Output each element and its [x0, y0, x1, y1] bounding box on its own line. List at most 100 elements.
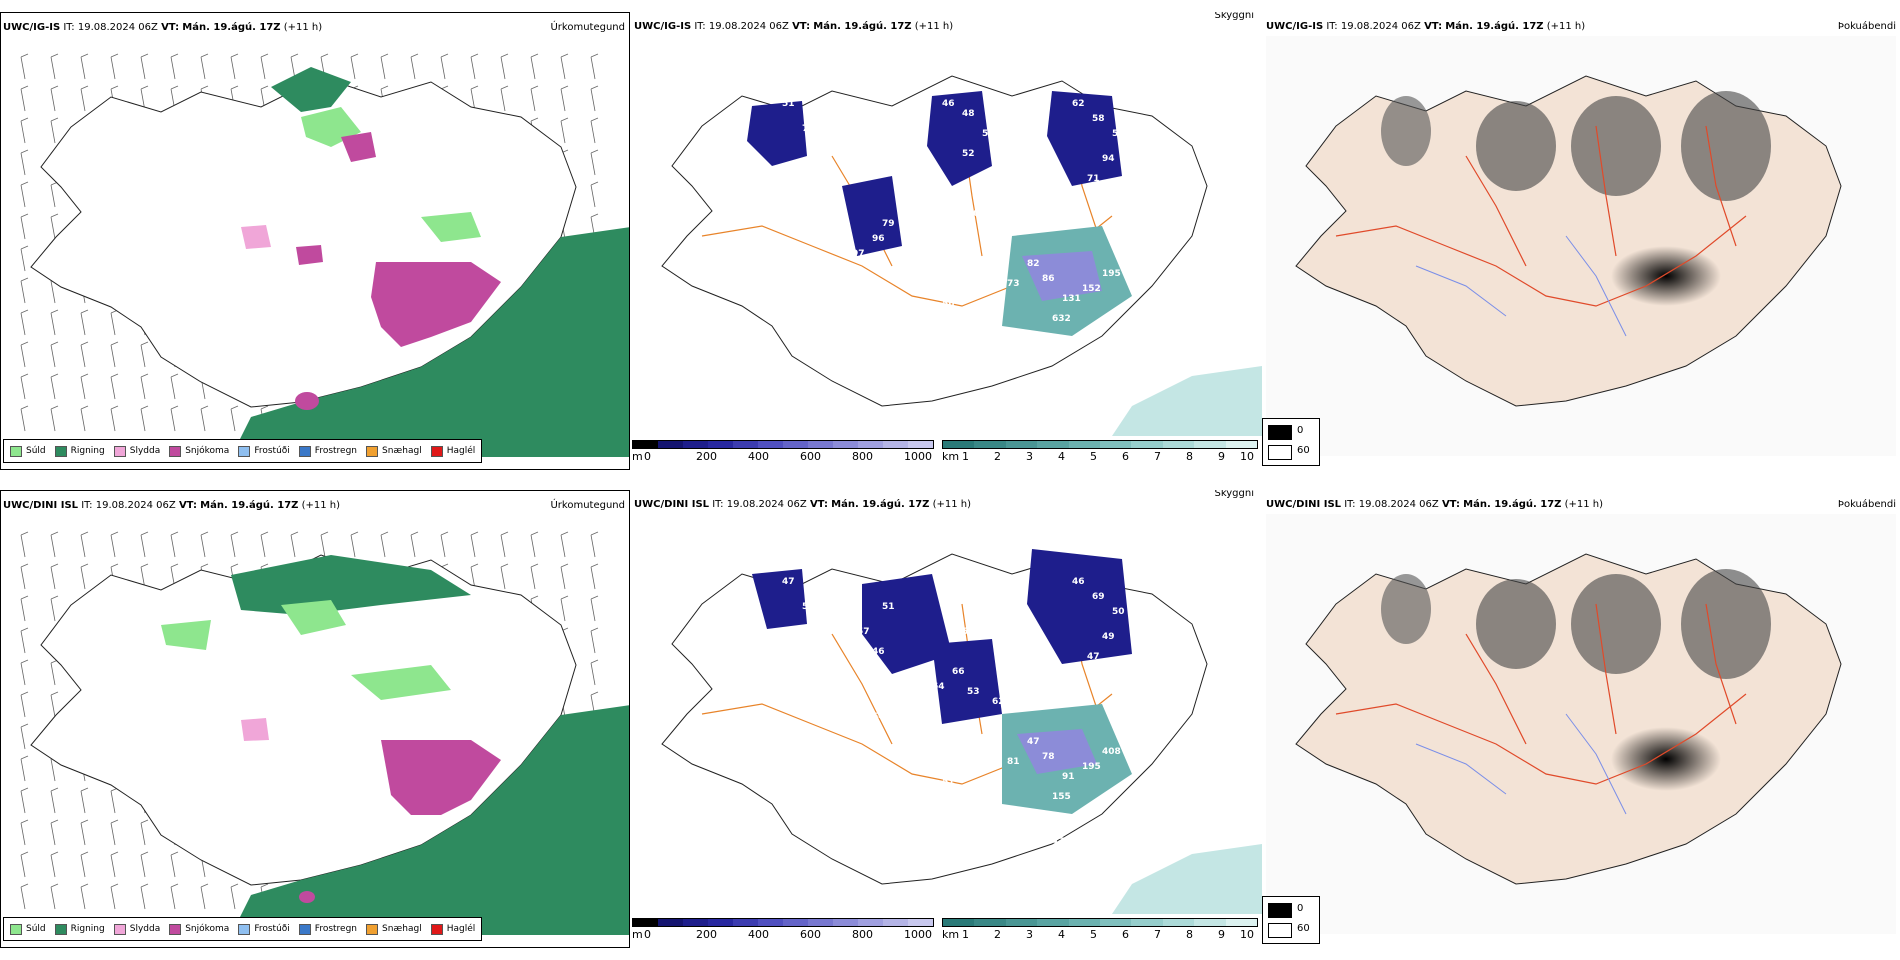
wind-barb — [80, 851, 89, 878]
colorbar-m-swatch — [733, 441, 758, 448]
tick-m-1000: 1000 — [904, 450, 932, 463]
precip-legend: Súld Rigning Slydda Snjókoma Frostúði Fr… — [3, 917, 483, 941]
wind-barb — [20, 883, 29, 910]
visibility-label: 51 — [782, 99, 795, 109]
visibility-label: 41 — [982, 607, 995, 617]
wind-barb — [590, 531, 599, 558]
wind-barb — [470, 53, 479, 80]
wind-barb — [140, 819, 149, 846]
wind-barb — [20, 659, 29, 686]
tick-km-7: 7 — [1154, 928, 1161, 941]
colorbar-km-swatch — [1100, 441, 1132, 448]
colorbar-m-swatches — [632, 918, 934, 927]
snow-swatch — [169, 445, 182, 457]
visibility-label: 129 — [892, 752, 911, 762]
wind-barb — [530, 563, 539, 590]
wind-barb — [110, 883, 119, 910]
visibility-label: 47 — [1052, 837, 1065, 847]
visibility-map: 5170205845534746485652625851947160105171… — [661, 75, 1262, 436]
wind-barb — [170, 531, 179, 558]
tick-km-1: 1 — [962, 450, 969, 463]
legend-item-freezing-drizzle: Frostúði — [238, 923, 290, 935]
wind-barb — [590, 53, 599, 80]
visibility-label: 59 — [802, 602, 815, 612]
colorbar-km-swatch — [1131, 919, 1163, 926]
wind-barb — [320, 531, 329, 558]
visibility-label: 155 — [1052, 792, 1071, 802]
visibility-label: 47 — [782, 577, 795, 587]
visibility-label: 408 — [1102, 747, 1121, 757]
wind-barb — [140, 531, 149, 558]
visibility-label: 128 — [1122, 732, 1141, 742]
wind-barb — [50, 787, 59, 814]
visibility-label: 51 — [992, 219, 1005, 229]
model-name: UWC/DINI ISL — [3, 500, 79, 511]
visibility-label: 71 — [1087, 174, 1100, 184]
visibility-label: 93 — [922, 767, 935, 777]
visibility-label: 79 — [882, 219, 895, 229]
wind-barb — [170, 373, 179, 400]
colorbar-m-unit: m — [632, 450, 643, 463]
wind-barb — [50, 691, 59, 718]
wind-barb — [530, 53, 539, 80]
wind-barb — [20, 851, 29, 878]
visibility-label: 131 — [1062, 294, 1081, 304]
wind-barb — [20, 373, 29, 400]
wind-barb — [80, 563, 89, 590]
wind-barb — [530, 531, 539, 558]
wind-barb — [20, 819, 29, 846]
colorbar-km-unit: km — [942, 928, 960, 941]
wind-barb — [200, 53, 209, 80]
visibility-label: 56 — [942, 299, 955, 309]
colorbar-m-unit: m — [632, 928, 643, 941]
valid-time-label: VT: — [161, 22, 180, 33]
legend-item-drizzle: Súld — [10, 445, 46, 457]
forecast-offset: (+11 h) — [914, 21, 954, 32]
precip-type-panel: UWC/IG-IS IT: 19.08.2024 06Z VT: Mán. 19… — [0, 12, 630, 470]
visibility-label: 58 — [1092, 114, 1105, 124]
colorbar-km-swatch — [1068, 441, 1101, 448]
visibility-label: 77 — [892, 329, 905, 339]
visibility-label: 82 — [1027, 259, 1040, 269]
tick-m-0: 0 — [644, 450, 651, 463]
panel-title: Þokuábendi — [1837, 499, 1896, 510]
tick-km-9: 9 — [1218, 450, 1225, 463]
colorbar-m-swatch — [658, 919, 683, 926]
wind-barb — [140, 53, 149, 80]
visibility-label: 52 — [962, 149, 975, 159]
tick-km-10: 10 — [1240, 928, 1254, 941]
issue-time: IT: 19.08.2024 06Z — [81, 500, 176, 511]
colorbar-km-unit: km — [942, 450, 960, 463]
visibility-colorbar-km: km 1 2 3 4 5 6 7 8 9 10 — [942, 918, 1258, 944]
wind-barb — [590, 181, 599, 208]
colorbar-km-swatch — [1194, 441, 1226, 448]
issue-time: IT: 19.08.2024 06Z — [63, 22, 158, 33]
wind-barb — [560, 595, 569, 622]
fog-legend-black-swatch — [1268, 903, 1292, 918]
wind-barb — [80, 883, 89, 910]
visibility-label: 79 — [1122, 254, 1135, 264]
panel-header: UWC/IG-IS IT: 19.08.2024 06Z VT: Mán. 19… — [3, 22, 625, 36]
wind-barb — [230, 405, 239, 432]
wind-barb — [470, 531, 479, 558]
legend-item-rain: Rigning — [54, 923, 105, 935]
valid-time: Mán. 19.ágú. 17Z — [200, 500, 299, 511]
wind-barb — [80, 787, 89, 814]
visibility-label: 51 — [882, 602, 895, 612]
panel-header: UWC/DINI ISL IT: 19.08.2024 06Z VT: Mán.… — [634, 499, 1258, 513]
tick-km-7: 7 — [1154, 450, 1161, 463]
wind-barb — [20, 531, 29, 558]
panel-title: Skyggni — [1214, 490, 1254, 499]
legend-item-freezing-rain: Frostregn — [298, 445, 357, 457]
visibility-label: 78 — [1042, 752, 1055, 762]
visibility-label: 73 — [1007, 279, 1020, 289]
valid-time-label: VT: — [792, 21, 811, 32]
wind-barb — [80, 309, 89, 336]
wind-barb — [140, 851, 149, 878]
freezing-drizzle-swatch — [238, 923, 251, 935]
visibility-colorbar-m: m 0 200 400 600 800 1000 — [632, 440, 934, 466]
wind-barb — [170, 851, 179, 878]
visibility-label: 48 — [962, 109, 975, 119]
legend-item-freezing-drizzle: Frostúði — [238, 445, 290, 457]
rain-swatch — [54, 923, 67, 935]
